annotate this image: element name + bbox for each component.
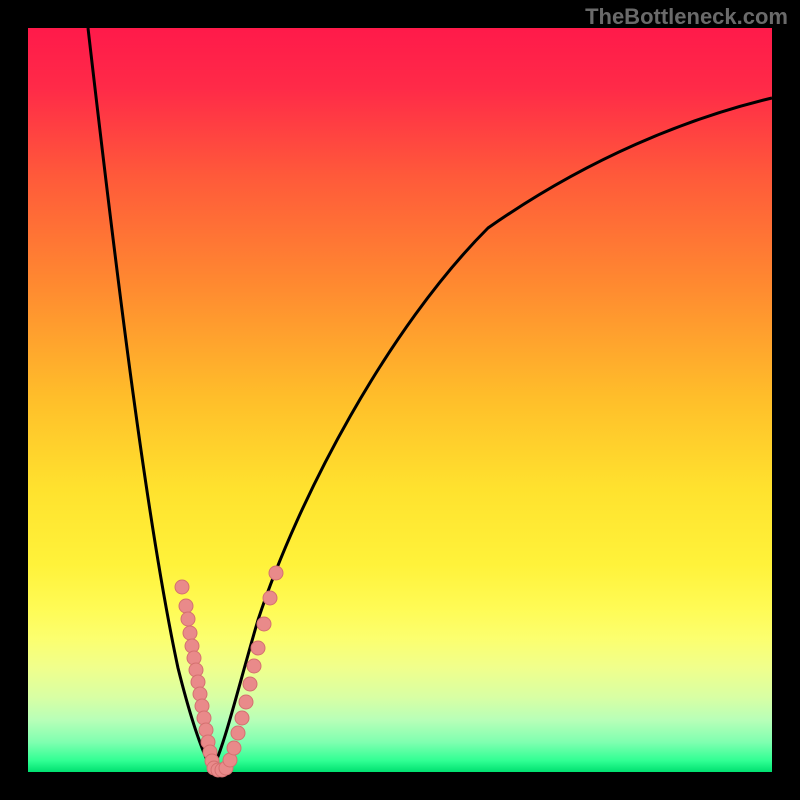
data-marker xyxy=(235,711,249,725)
data-marker xyxy=(183,626,197,640)
chart-background xyxy=(28,28,772,772)
data-marker xyxy=(243,677,257,691)
data-marker xyxy=(263,591,277,605)
data-marker xyxy=(239,695,253,709)
data-marker xyxy=(269,566,283,580)
chart-frame: TheBottleneck.com xyxy=(0,0,800,800)
data-marker xyxy=(175,580,189,594)
data-marker xyxy=(247,659,261,673)
data-marker xyxy=(231,726,245,740)
chart-svg xyxy=(0,0,800,800)
watermark-label: TheBottleneck.com xyxy=(585,4,788,30)
data-marker xyxy=(257,617,271,631)
data-marker xyxy=(251,641,265,655)
data-marker xyxy=(181,612,195,626)
data-marker xyxy=(227,741,241,755)
data-marker xyxy=(179,599,193,613)
